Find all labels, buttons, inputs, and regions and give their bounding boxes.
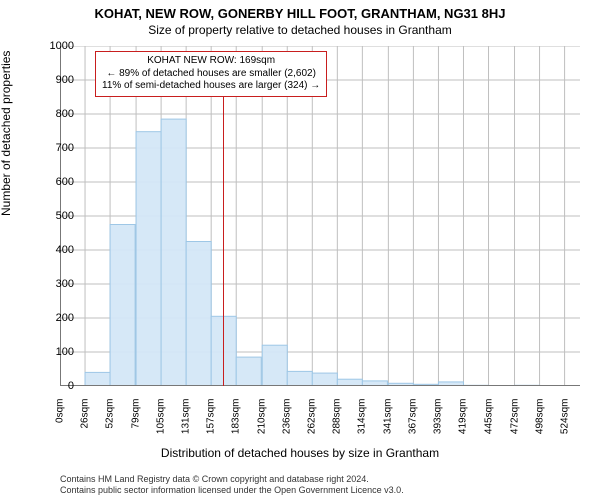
y-tick-label: 500 [34, 210, 74, 222]
y-tick-label: 600 [34, 176, 74, 188]
y-tick-label: 200 [34, 312, 74, 324]
y-axis-label: Number of detached properties [0, 51, 13, 216]
plot-area: KOHAT NEW ROW: 169sqm ← 89% of detached … [60, 46, 580, 386]
x-axis-label: Distribution of detached houses by size … [0, 446, 600, 460]
y-tick-label: 100 [34, 346, 74, 358]
y-tick-label: 900 [34, 74, 74, 86]
chart-container: KOHAT, NEW ROW, GONERBY HILL FOOT, GRANT… [0, 0, 600, 500]
footer: Contains HM Land Registry data © Crown c… [60, 474, 404, 497]
marker-annotation: KOHAT NEW ROW: 169sqm ← 89% of detached … [95, 51, 327, 97]
chart-title: KOHAT, NEW ROW, GONERBY HILL FOOT, GRANT… [0, 0, 600, 21]
marker-line [223, 91, 224, 386]
y-tick-label: 0 [34, 380, 74, 392]
chart-subtitle: Size of property relative to detached ho… [0, 21, 600, 37]
y-tick-label: 700 [34, 142, 74, 154]
y-tick-label: 800 [34, 108, 74, 120]
plot-border [60, 46, 580, 386]
footer-line2: Contains public sector information licen… [60, 485, 404, 496]
y-tick-label: 1000 [34, 40, 74, 52]
annot-line3: 11% of semi-detached houses are larger (… [102, 80, 320, 93]
annot-line2: ← 89% of detached houses are smaller (2,… [102, 68, 320, 81]
y-tick-label: 300 [34, 278, 74, 290]
footer-line1: Contains HM Land Registry data © Crown c… [60, 474, 404, 485]
annot-line1: KOHAT NEW ROW: 169sqm [102, 55, 320, 68]
y-tick-label: 400 [34, 244, 74, 256]
